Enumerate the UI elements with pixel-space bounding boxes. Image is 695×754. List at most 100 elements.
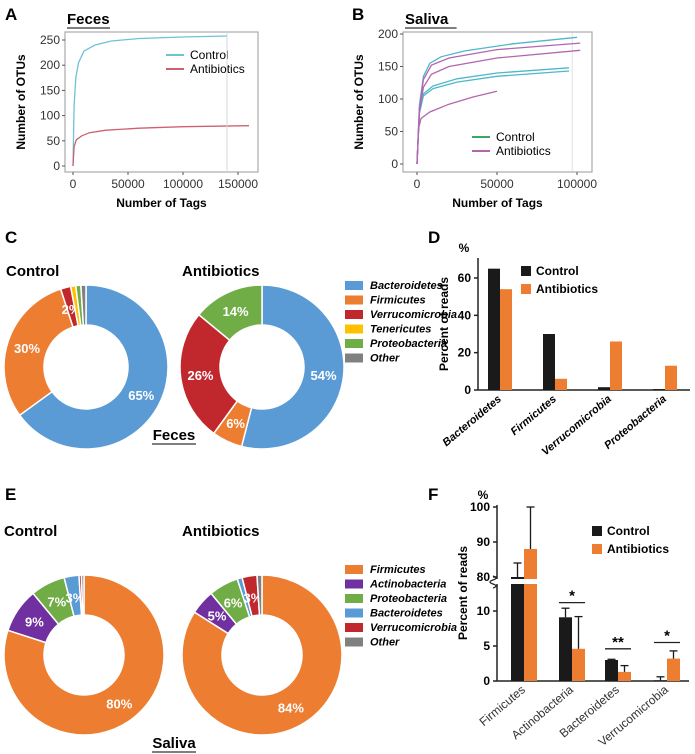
donut-slice-other xyxy=(256,574,263,616)
legend-swatch xyxy=(345,324,363,334)
y-axis-label: Percent of reads xyxy=(437,277,451,371)
legend-swatch xyxy=(345,295,363,305)
bar-antibiotics-bacteroidetes xyxy=(500,289,512,390)
y-unit-label: % xyxy=(459,241,470,255)
legend-label: Control xyxy=(607,524,650,538)
bar-antibiotics-verrucomicrobia xyxy=(667,658,680,681)
y-tick-label: 40 xyxy=(458,308,472,322)
legend-swatch xyxy=(345,623,363,632)
chart-title: Saliva xyxy=(405,11,449,28)
y-tick-label: 80 xyxy=(477,570,491,584)
legend-label: Firmicutes xyxy=(370,295,426,307)
slice-percent-label: 6% xyxy=(226,416,245,431)
y-tick-label: 50 xyxy=(385,125,399,139)
slice-percent-label: 80% xyxy=(106,697,132,712)
legend-swatch xyxy=(345,310,363,319)
donut-slice-firmicutes xyxy=(3,574,165,736)
slice-percent-label: 5% xyxy=(208,608,227,623)
bar-antibiotics-verrucomicrobia xyxy=(610,341,622,390)
y-tick-label: 150 xyxy=(40,83,60,97)
y-tick-label: 100 xyxy=(40,109,60,123)
bar-antibiotics-firmicutes xyxy=(555,378,567,390)
donut-slice-other xyxy=(80,284,87,326)
series-line-antibiotics-3 xyxy=(416,90,498,165)
y-tick-label: 50 xyxy=(47,134,61,148)
series-line-antibiotics-2 xyxy=(416,49,581,165)
legend-label: Antibiotics xyxy=(536,282,598,296)
y-tick-label: 0 xyxy=(483,674,490,688)
donut-slice-verrucomicrobia xyxy=(179,313,239,435)
slice-percent-label: 54% xyxy=(310,368,336,383)
bar-control-proteobacteria xyxy=(653,389,665,390)
y-axis-label: Number of OTUs xyxy=(352,54,366,150)
y-tick-label: 0 xyxy=(391,157,398,171)
legend-swatch xyxy=(521,266,531,276)
significance-marker: * xyxy=(569,588,575,605)
series-line-control xyxy=(72,35,228,167)
legend-label: Proteobacteria xyxy=(370,338,447,350)
donut-slice-firmicutes xyxy=(181,574,343,736)
axis-break-icon xyxy=(489,575,497,589)
donut-title-control: Control xyxy=(4,523,57,540)
legend-swatch xyxy=(345,353,363,363)
x-tick-label: 50000 xyxy=(111,177,145,191)
slice-percent-label: 30% xyxy=(14,341,40,356)
x-axis-label: Number of Tags xyxy=(116,196,207,210)
panel-letter-a: A xyxy=(5,5,17,24)
y-tick-label: 250 xyxy=(40,33,60,47)
legend-label: Antibiotics xyxy=(190,62,245,76)
panel-letter-d: D xyxy=(428,228,440,247)
legend-swatch xyxy=(345,565,363,574)
y-axis-label: Percent of reads xyxy=(456,546,470,640)
panel-letter-b: B xyxy=(352,5,364,24)
legend-label: Verrucomicrobia xyxy=(370,309,457,321)
legend-label: Firmicutes xyxy=(370,564,426,576)
legend-swatch xyxy=(345,608,363,618)
chart-title: Feces xyxy=(67,11,110,28)
bar-control-actinobacteria xyxy=(559,617,572,681)
y-tick-label: 5 xyxy=(483,639,490,653)
y-tick-label: 10 xyxy=(477,604,491,618)
slice-percent-label: 6% xyxy=(224,595,243,610)
legend-label: Control xyxy=(190,48,229,62)
x-tick-label: 50000 xyxy=(480,177,514,191)
legend-label: Antibiotics xyxy=(607,542,669,556)
y-tick-label: 200 xyxy=(378,27,398,41)
legend-label: Control xyxy=(536,264,579,278)
bar-control-bacteroidetes xyxy=(605,660,618,681)
plot-frame xyxy=(64,31,259,173)
significance-marker: ** xyxy=(612,634,624,651)
y-tick-label: 200 xyxy=(40,58,60,72)
legend-label: Tenericutes xyxy=(370,324,431,336)
legend-label: Other xyxy=(370,353,400,365)
x-category-label: Bacteroidetes xyxy=(440,393,503,449)
y-axis-label: Number of OTUs xyxy=(14,54,28,150)
slice-percent-label: 14% xyxy=(223,304,249,319)
bar-control-firmicutes xyxy=(511,577,524,681)
bar-control-firmicutes xyxy=(543,334,555,390)
legend-label: Antibiotics xyxy=(496,144,551,158)
slice-percent-label: 65% xyxy=(128,388,154,403)
significance-marker: * xyxy=(664,628,670,645)
legend-swatch xyxy=(345,579,363,589)
panel-letter-f: F xyxy=(428,485,438,504)
y-tick-label: 0 xyxy=(464,383,471,397)
legend-swatch xyxy=(345,339,363,348)
y-tick-label: 20 xyxy=(458,346,472,360)
legend-swatch xyxy=(345,594,363,603)
legend-label: Control xyxy=(496,130,535,144)
legend-label: Actinobacteria xyxy=(369,579,446,591)
x-tick-label: 0 xyxy=(414,177,421,191)
panel-letter-e: E xyxy=(5,485,16,504)
bar-antibiotics-proteobacteria xyxy=(665,365,677,390)
donut-slice-firmicutes xyxy=(3,288,74,417)
donut-slice-bacteroidetes xyxy=(18,284,169,450)
legend-swatch xyxy=(345,637,363,647)
y-tick-label: 90 xyxy=(477,535,491,549)
bar-antibiotics-bacteroidetes xyxy=(618,671,631,681)
legend-label: Other xyxy=(370,637,400,649)
donut-slice-other xyxy=(80,574,85,616)
y-tick-label: 60 xyxy=(458,271,472,285)
bar-antibiotics-actinobacteria xyxy=(572,648,585,681)
